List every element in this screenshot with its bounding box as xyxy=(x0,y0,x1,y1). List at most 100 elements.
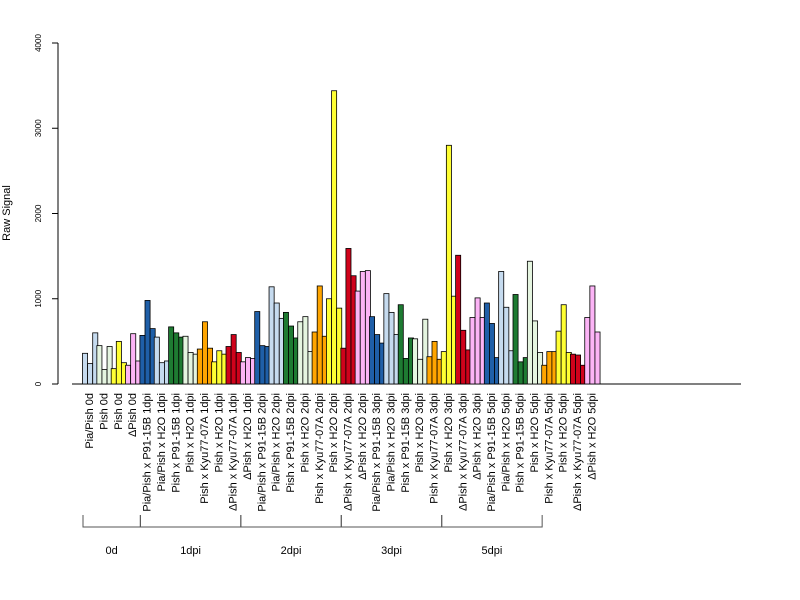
group-label: 0d xyxy=(106,545,118,557)
bar xyxy=(541,364,548,385)
bar xyxy=(560,304,567,385)
bar xyxy=(288,325,294,385)
bar xyxy=(512,294,519,385)
bar xyxy=(153,336,160,385)
bar xyxy=(331,90,338,385)
bar xyxy=(374,334,381,385)
bar xyxy=(345,248,352,385)
category-label: Pish x H2O 2dpi xyxy=(328,393,340,472)
category-label: Pish 0d xyxy=(113,393,125,430)
bar xyxy=(182,335,189,385)
group-bracket xyxy=(240,515,342,528)
category-label: Pia/Pish x H2O 2dpi xyxy=(271,393,283,491)
category-label: Pish x H2O 3dpi xyxy=(443,393,455,472)
category-label: ΔPish x Kyu77-07A 5dpi xyxy=(572,393,584,511)
bar xyxy=(254,311,261,385)
bar xyxy=(311,331,318,385)
bar xyxy=(483,302,490,385)
group-label: 3dpi xyxy=(381,545,402,557)
bar xyxy=(282,311,289,385)
bars xyxy=(82,90,601,385)
bar xyxy=(230,334,237,385)
bar xyxy=(354,290,361,385)
category-label: ΔPish x Kyu77-07A 1dpi xyxy=(228,393,240,511)
category-label: Pish x P91-15B 2dpi xyxy=(285,393,297,493)
y-tick-label: 1000 xyxy=(34,289,43,307)
bar xyxy=(503,306,510,385)
category-label: Pish x Kyu77-07A 3dpi xyxy=(429,393,441,504)
bar xyxy=(297,321,304,385)
bar xyxy=(575,354,581,385)
bar xyxy=(82,352,88,385)
bar xyxy=(336,307,343,385)
bar xyxy=(196,348,203,385)
category-label: Pia/Pish x H2O 3dpi xyxy=(386,393,398,491)
bar xyxy=(383,293,390,385)
bar xyxy=(144,300,151,385)
bar xyxy=(369,316,375,385)
bar xyxy=(474,297,481,385)
y-axis-title: Raw Signal xyxy=(1,185,13,241)
bar xyxy=(96,345,103,385)
y-tick-label: 2000 xyxy=(34,204,43,222)
category-label: Pish x P91-15B 5dpi xyxy=(515,393,527,493)
bar xyxy=(158,362,165,385)
bar xyxy=(139,335,146,385)
bar xyxy=(106,346,113,385)
category-label: Pish x P91-15B 3dpi xyxy=(400,393,412,493)
bar xyxy=(546,351,553,385)
category-label: ΔPish x H2O 2dpi xyxy=(357,393,369,480)
category-label: Pish x H2O 2dpi xyxy=(299,393,311,472)
bar xyxy=(359,271,366,385)
category-label: ΔPish x H2O 1dpi xyxy=(242,393,254,480)
bar xyxy=(455,254,462,385)
bar xyxy=(268,286,275,385)
category-label: ΔPish x H2O 5dpi xyxy=(586,393,598,480)
bar xyxy=(326,298,332,385)
category-label: Pish x H2O 3dpi xyxy=(414,393,426,472)
y-axis: 0 1000 2000 3000 4000 xyxy=(34,34,59,386)
bar xyxy=(216,350,223,385)
bar xyxy=(340,347,347,385)
bar xyxy=(488,323,495,385)
bar xyxy=(173,332,180,385)
bar xyxy=(402,358,409,385)
bar xyxy=(259,345,266,385)
bar xyxy=(388,311,395,385)
bar xyxy=(532,320,538,385)
bar xyxy=(245,357,251,385)
group-brackets: 0d 1dpi 2dpi 3dpi 5dpi xyxy=(82,515,543,557)
bar xyxy=(302,316,309,385)
bar xyxy=(422,318,429,385)
y-tick-label: 3000 xyxy=(34,119,43,137)
y-tick-label: 4000 xyxy=(34,34,43,52)
bar xyxy=(225,346,232,385)
bar xyxy=(115,340,122,385)
group-bracket xyxy=(82,515,141,528)
bar xyxy=(498,271,505,385)
bar xyxy=(426,356,433,385)
bar xyxy=(201,321,208,385)
category-label: Pish x Kyu77-07A 1dpi xyxy=(199,393,211,504)
bar xyxy=(101,369,108,385)
group-bracket xyxy=(340,515,443,528)
category-label: Pish x Kyu77-07A 5dpi xyxy=(543,393,555,504)
bar xyxy=(440,351,447,385)
bar xyxy=(570,353,576,385)
category-label: Pia/Pish x P91-15B 2dpi xyxy=(256,393,268,512)
bar xyxy=(187,352,194,385)
category-label: Pish x Kyu77-07A 2dpi xyxy=(314,393,326,504)
bar xyxy=(594,331,601,385)
category-label: ΔPish 0d xyxy=(127,393,139,437)
bar xyxy=(417,358,424,385)
bar xyxy=(110,368,117,385)
bar xyxy=(517,361,524,385)
bar xyxy=(589,285,596,385)
bar xyxy=(584,317,591,385)
bar xyxy=(211,361,218,385)
category-label: ΔPish x Kyu77-07A 2dpi xyxy=(342,393,354,511)
bar xyxy=(125,364,132,385)
category-label: Pish x H2O 1dpi xyxy=(213,393,225,472)
bar xyxy=(445,144,452,385)
